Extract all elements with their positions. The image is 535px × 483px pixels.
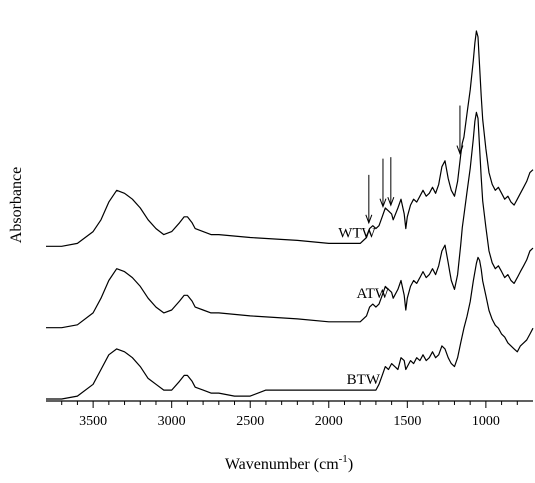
series-label-atw: ATW (357, 286, 390, 302)
x-tick-label: 3000 (158, 414, 186, 429)
x-axis: 3500 3000 2500 2000 1500 1000 (46, 400, 533, 429)
y-axis-label: Absorbance (8, 167, 25, 243)
x-tick-label: 2500 (236, 414, 264, 429)
annotation-arrow (365, 174, 373, 225)
annotation-arrow (456, 105, 464, 155)
annotation-arrow-layer (365, 105, 464, 225)
x-tick-label: 2000 (315, 414, 343, 429)
series-layer (46, 30, 534, 400)
series-line-wtw (46, 30, 534, 247)
x-tick-label: 3500 (79, 414, 107, 429)
series-label-wtw: WTW (338, 225, 376, 241)
x-tick-label: 1000 (472, 414, 500, 429)
series-line-btw (46, 256, 534, 400)
arrow-head (456, 145, 464, 155)
arrow-head (379, 198, 387, 209)
x-axis-label: Wavenumber (cm-1) (225, 453, 353, 473)
series-label-btw: BTW (347, 372, 381, 388)
annotation-arrow (379, 158, 387, 209)
series-line-atw (46, 111, 534, 329)
annotation-arrow (387, 157, 395, 207)
x-tick-label: 1500 (393, 414, 421, 429)
series-label-layer: WTW ATW BTW (338, 225, 390, 388)
arrow-head (387, 196, 395, 207)
arrow-head (365, 214, 373, 225)
